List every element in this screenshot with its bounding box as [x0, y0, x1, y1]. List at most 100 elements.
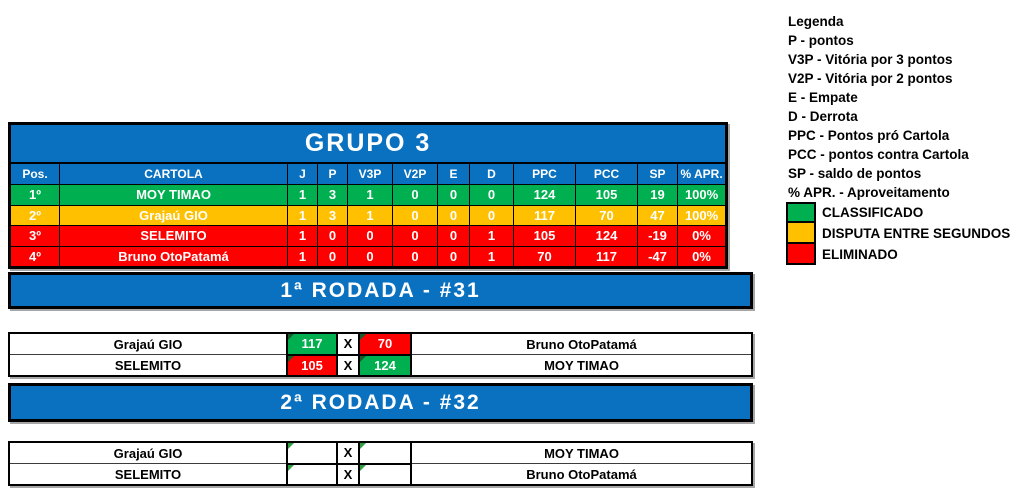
stat-cell[interactable]: 3	[317, 204, 348, 226]
stat-cell[interactable]: 47	[637, 204, 678, 226]
stat-cell[interactable]: -47	[637, 245, 678, 268]
stat-cell[interactable]: 0	[317, 225, 348, 247]
stat-cell[interactable]: 1	[287, 204, 318, 226]
stat-cell[interactable]: 124	[513, 184, 576, 206]
versus-cell[interactable]: X	[336, 353, 360, 377]
home-score-cell[interactable]	[286, 441, 338, 465]
legend: Legenda P - pontos V3P - Vitória por 3 p…	[788, 12, 969, 202]
pos-cell[interactable]: 2º	[9, 204, 60, 226]
col-header-pcc[interactable]: PCC	[575, 162, 638, 185]
group-title[interactable]: GRUPO 3	[8, 123, 728, 164]
stat-cell[interactable]: 0	[469, 204, 514, 226]
legend-line-e: E - Empate	[788, 90, 858, 105]
stat-cell[interactable]: 124	[575, 225, 638, 247]
home-team-cell[interactable]: Grajaú GIO	[8, 441, 288, 464]
stat-cell[interactable]: 3	[317, 184, 348, 206]
home-score-cell[interactable]	[286, 462, 338, 486]
versus-cell[interactable]: X	[336, 462, 360, 486]
stat-cell[interactable]: 0	[392, 184, 438, 206]
cartola-cell[interactable]: Grajaú GIO	[59, 204, 288, 226]
col-header-j[interactable]: J	[287, 162, 318, 185]
stat-cell[interactable]: 0	[437, 184, 470, 206]
away-score-cell[interactable]: 70	[358, 332, 412, 356]
col-header-v2p[interactable]: V2P	[392, 162, 438, 185]
stat-cell[interactable]: 0%	[676, 225, 728, 247]
away-team-cell[interactable]: Bruno OtoPatamá	[410, 332, 753, 355]
stat-cell[interactable]: 1	[287, 245, 318, 268]
stat-cell[interactable]: 1	[469, 225, 514, 247]
round-1-banner[interactable]: 1ª RODADA - #31	[8, 272, 753, 309]
away-team-cell[interactable]: MOY TIMAO	[410, 441, 753, 464]
col-header-e[interactable]: E	[437, 162, 470, 185]
stat-cell[interactable]: 100%	[676, 204, 728, 226]
away-team-cell[interactable]: MOY TIMAO	[410, 354, 753, 377]
col-header-pos[interactable]: Pos.	[9, 162, 60, 185]
legend-status-classified: CLASSIFICADO	[786, 202, 1010, 223]
legend-title: Legenda	[788, 14, 844, 29]
away-score-cell[interactable]	[358, 441, 412, 465]
stat-cell[interactable]: 0	[392, 225, 438, 247]
pos-cell[interactable]: 3º	[9, 225, 60, 247]
stat-cell[interactable]: 0	[437, 225, 470, 247]
home-team-cell[interactable]: SELEMITO	[8, 354, 288, 377]
col-header-p[interactable]: P	[317, 162, 348, 185]
stat-cell[interactable]: 0	[437, 245, 470, 268]
cartola-cell[interactable]: SELEMITO	[59, 225, 288, 247]
stat-cell[interactable]: 1	[287, 184, 318, 206]
versus-cell[interactable]: X	[336, 441, 360, 465]
match-row: Grajaú GIO 117 X 70 Bruno OtoPatamá	[8, 332, 753, 356]
col-header-v3p[interactable]: V3P	[347, 162, 393, 185]
versus-cell[interactable]: X	[336, 332, 360, 356]
stat-cell[interactable]: 19	[637, 184, 678, 206]
legend-line-pcc: PCC - pontos contra Cartola	[788, 147, 969, 162]
stat-cell[interactable]: 117	[513, 204, 576, 226]
stat-cell[interactable]: 0	[437, 204, 470, 226]
home-team-cell[interactable]: SELEMITO	[8, 463, 288, 486]
stat-cell[interactable]: 105	[575, 184, 638, 206]
stat-cell[interactable]: 1	[347, 204, 393, 226]
stat-cell[interactable]: 0	[392, 245, 438, 268]
stat-cell[interactable]: 0	[317, 245, 348, 268]
home-score-cell[interactable]: 105	[286, 353, 338, 377]
round-2-banner[interactable]: 2ª RODADA - #32	[8, 383, 753, 422]
stat-cell[interactable]: -19	[637, 225, 678, 247]
away-team-cell[interactable]: Bruno OtoPatamá	[410, 463, 753, 486]
stat-cell[interactable]: 0%	[676, 245, 728, 268]
home-score-cell[interactable]: 117	[286, 332, 338, 356]
stat-cell[interactable]: 1	[469, 245, 514, 268]
cell-corner-marker-icon	[361, 443, 366, 449]
home-team-cell[interactable]: Grajaú GIO	[8, 332, 288, 355]
stat-cell[interactable]: 0	[347, 225, 393, 247]
away-score-value: 70	[377, 336, 393, 352]
stat-cell[interactable]: 70	[575, 204, 638, 226]
col-header-cartola[interactable]: CARTOLA	[59, 162, 288, 185]
pos-cell[interactable]: 1º	[9, 184, 60, 206]
group-standings-table: GRUPO 3 Pos. CARTOLA J P V3P V2P E D PPC…	[8, 122, 729, 269]
home-score-value: 105	[301, 357, 323, 373]
stat-cell[interactable]: 70	[513, 245, 576, 268]
cell-corner-marker-icon	[289, 334, 294, 340]
stat-cell[interactable]: 0	[392, 204, 438, 226]
stat-cell[interactable]: 105	[513, 225, 576, 247]
col-header-apr[interactable]: % APR.	[676, 162, 728, 185]
cartola-cell[interactable]: MOY TIMAO	[59, 184, 288, 206]
standings-row-4: 4º Bruno OtoPatamá 1 0 0 0 0 1 70 117 -4…	[9, 245, 728, 268]
pos-cell[interactable]: 4º	[9, 245, 60, 268]
match-row: SELEMITO 105 X 124 MOY TIMAO	[8, 353, 753, 377]
stat-cell[interactable]: 0	[469, 184, 514, 206]
legend-line-v3p: V3P - Vitória por 3 pontos	[788, 52, 953, 67]
away-score-cell[interactable]: 124	[358, 353, 412, 377]
away-score-cell[interactable]	[358, 462, 412, 486]
stat-cell[interactable]: 0	[347, 245, 393, 268]
cartola-cell[interactable]: Bruno OtoPatamá	[59, 245, 288, 268]
stat-cell[interactable]: 100%	[676, 184, 728, 206]
cell-corner-marker-icon	[289, 443, 294, 449]
col-header-sp[interactable]: SP	[637, 162, 678, 185]
stat-cell[interactable]: 1	[347, 184, 393, 206]
stat-cell[interactable]: 117	[575, 245, 638, 268]
col-header-ppc[interactable]: PPC	[513, 162, 576, 185]
stat-cell[interactable]: 1	[287, 225, 318, 247]
col-header-d[interactable]: D	[469, 162, 514, 185]
legend-line-p: P - pontos	[788, 33, 854, 48]
